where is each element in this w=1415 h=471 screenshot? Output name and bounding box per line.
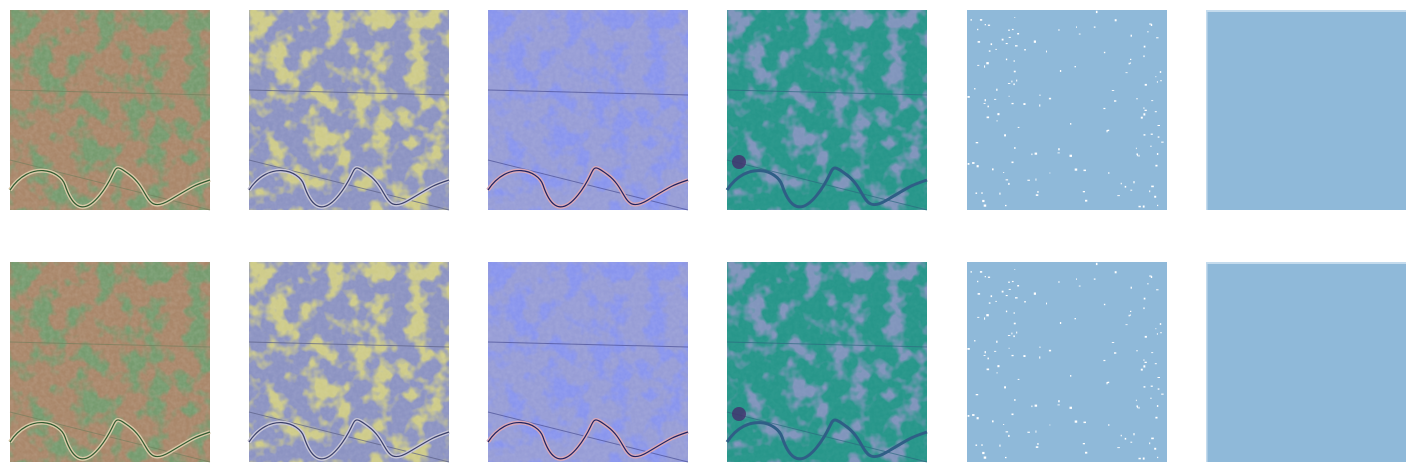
- mask-b: [1206, 10, 1406, 210]
- false-color-b: [488, 10, 688, 210]
- index-map: [727, 10, 927, 210]
- false-color-a: [249, 262, 449, 462]
- false-color-a: [249, 10, 449, 210]
- rgb-image: [10, 10, 210, 210]
- mask-a: [967, 10, 1167, 210]
- mask-a: [967, 262, 1167, 462]
- mask-b: [1206, 262, 1406, 462]
- false-color-b: [488, 262, 688, 462]
- panels: [10, 10, 1406, 462]
- index-map: [727, 262, 927, 462]
- rgb-image: [10, 262, 210, 462]
